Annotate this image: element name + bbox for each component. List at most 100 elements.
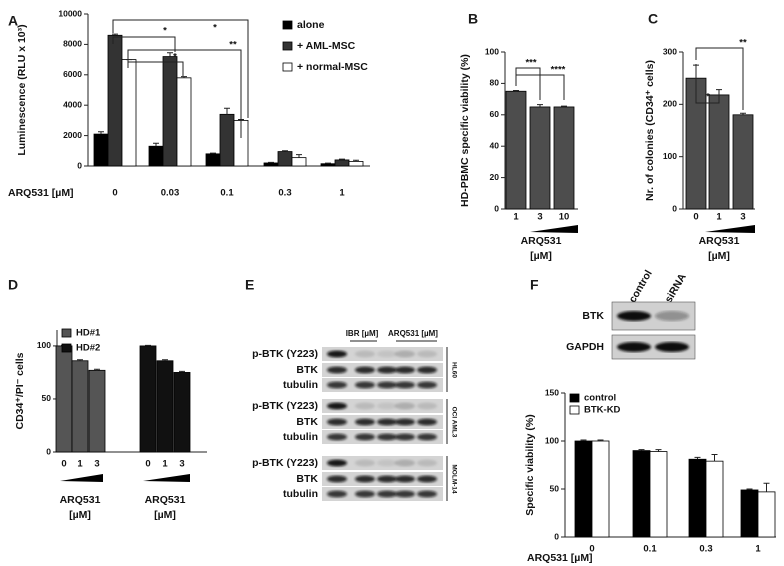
x-axis-label: ARQ531 [µM] <box>527 552 593 564</box>
error-bar <box>98 131 104 135</box>
y-tick-label: 40 <box>490 140 500 150</box>
row-label: tubulin <box>283 488 318 500</box>
y-tick-label: 300 <box>663 46 677 56</box>
blot-band <box>327 350 347 358</box>
error-bar <box>94 368 100 371</box>
error-bar <box>746 488 753 490</box>
x-tick-label: 3 <box>94 459 99 470</box>
error-bar <box>655 449 662 452</box>
bar <box>529 106 551 210</box>
error-bar <box>740 112 746 115</box>
x-tick-label: 0.1 <box>643 544 657 555</box>
blot-band <box>377 381 397 389</box>
blot-band <box>355 418 375 426</box>
legend-label: + normal-MSC <box>297 61 368 73</box>
bar <box>263 162 279 167</box>
blot-band <box>395 459 415 467</box>
x-tick-label: 0.03 <box>161 188 180 199</box>
bar <box>688 458 707 538</box>
legend-label: BTK-KD <box>584 405 621 416</box>
x-tick-label: 1 <box>77 459 83 470</box>
cell-line-label: OCI AML3 <box>450 407 457 438</box>
row-label: p-BTK (Y223) <box>252 348 318 360</box>
x-axis-label: [µM] <box>69 509 91 521</box>
blot-band <box>377 490 397 498</box>
legend-label: + AML-MSC <box>297 40 356 52</box>
x-tick-label: 0.1 <box>220 188 234 199</box>
legend-label: HD#1 <box>76 328 101 339</box>
bar <box>705 460 724 538</box>
blot-band <box>327 459 347 467</box>
blot-band <box>395 490 415 498</box>
x-tick-label: 1 <box>162 459 168 470</box>
error-bar <box>580 439 587 441</box>
y-tick-label: 0 <box>46 446 51 456</box>
bar <box>156 360 174 453</box>
bar <box>176 77 192 167</box>
error-bar <box>339 158 345 160</box>
y-tick-label: 50 <box>42 393 52 403</box>
blot-band <box>355 459 375 467</box>
x-tick-label: 0 <box>112 188 117 199</box>
row-label: p-BTK (Y223) <box>252 457 318 469</box>
error-bar <box>513 89 519 92</box>
significance-label: * <box>706 92 710 103</box>
bar <box>649 451 668 538</box>
bar <box>553 106 575 210</box>
y-tick-label: 100 <box>663 151 677 161</box>
error-bar <box>210 152 216 154</box>
bar <box>591 440 610 538</box>
x-tick-label: 1 <box>755 544 761 555</box>
panel-label: A <box>8 13 18 29</box>
y-tick-label: 50 <box>550 483 560 493</box>
bar <box>732 114 754 210</box>
bar <box>55 345 73 453</box>
error-bar <box>153 142 159 147</box>
significance-label: **** <box>551 65 566 76</box>
error-bar <box>537 104 543 107</box>
row-label: BTK <box>296 473 318 485</box>
dose-wedge <box>530 225 578 233</box>
blot-band <box>327 381 347 389</box>
x-tick-label: 10 <box>559 212 570 223</box>
blot-band <box>417 459 437 467</box>
bar <box>93 133 109 167</box>
bar <box>139 345 157 453</box>
bar <box>574 440 593 538</box>
y-tick-label: 8000 <box>63 39 82 49</box>
y-tick-label: 20 <box>490 172 500 182</box>
y-tick-label: 100 <box>485 46 499 56</box>
blot-band <box>395 402 415 410</box>
error-bar <box>561 105 567 107</box>
y-tick-label: 60 <box>490 109 500 119</box>
blot-band <box>327 433 347 441</box>
error-bar <box>282 150 288 152</box>
blot-band <box>327 475 347 483</box>
error-bar <box>179 370 185 373</box>
blot-band <box>417 475 437 483</box>
cell-line-label: MOLM-14 <box>450 464 457 494</box>
row-label: BTK <box>582 310 604 322</box>
error-bar <box>181 76 187 78</box>
x-tick-label: 3 <box>179 459 184 470</box>
y-tick-label: 0 <box>672 203 677 213</box>
row-label: BTK <box>296 364 318 376</box>
row-label: p-BTK (Y223) <box>252 400 318 412</box>
x-tick-label: 1 <box>513 212 519 223</box>
bar <box>148 145 164 167</box>
y-tick-label: 200 <box>663 99 677 109</box>
x-axis-label: ARQ531 <box>699 235 740 247</box>
panel-label: E <box>245 277 254 293</box>
bar <box>740 489 759 538</box>
dose-wedge <box>143 474 190 482</box>
error-bar <box>162 359 168 361</box>
y-axis-label: Specific viability (%) <box>524 414 536 516</box>
bar <box>162 56 178 167</box>
blot-band <box>327 490 347 498</box>
row-label: tubulin <box>283 379 318 391</box>
y-axis-label: CD34⁺/PI⁻ cells <box>14 352 26 429</box>
legend-label: control <box>584 393 616 404</box>
blot-band <box>355 381 375 389</box>
significance-label: ** <box>739 38 747 49</box>
significance-bracket <box>112 36 176 52</box>
